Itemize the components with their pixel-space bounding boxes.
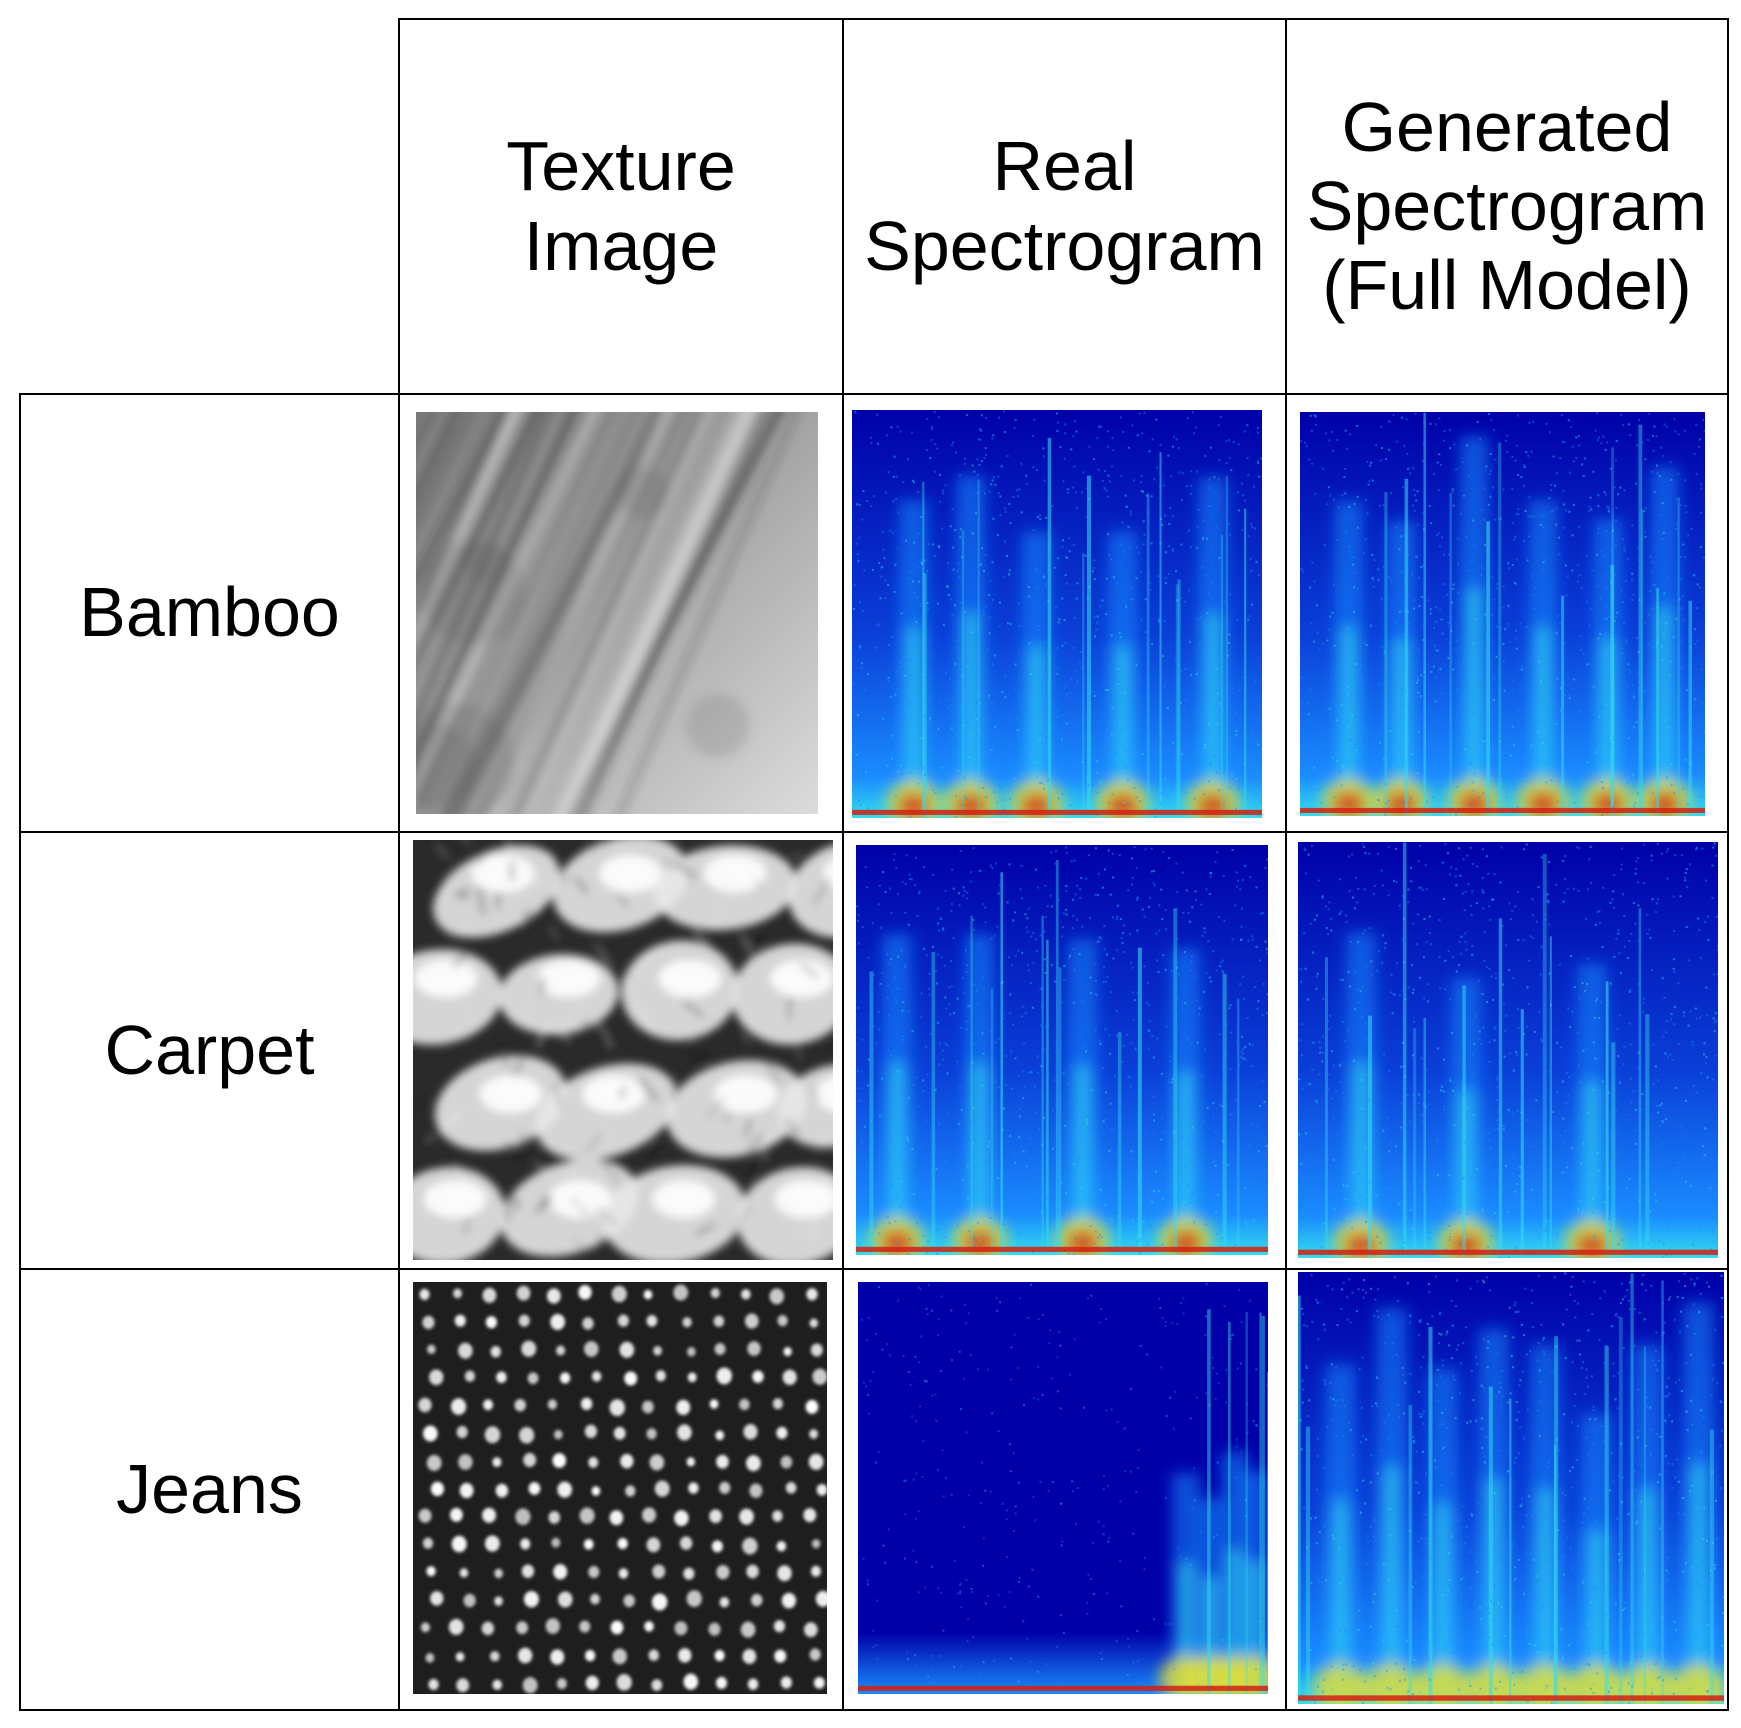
header-line: Generated	[1341, 87, 1673, 166]
grid-line	[19, 393, 1729, 395]
bamboo-real-spectrogram	[852, 410, 1262, 818]
carpet-texture-image	[413, 840, 833, 1260]
header-line: Spectrogram	[1306, 166, 1708, 245]
texture-image-svg	[416, 412, 818, 814]
texture-image-svg	[413, 840, 833, 1260]
header-line: Texture	[506, 127, 736, 206]
column-header-texture-image: Texture Image	[400, 20, 842, 393]
grid-line	[19, 831, 1729, 833]
column-header-real-spectrogram: Real Spectrogram	[844, 20, 1285, 393]
grid-line	[19, 393, 21, 1711]
grid-line	[398, 18, 1729, 20]
column-header-generated-spectrogram: Generated Spectrogram (Full Model)	[1287, 20, 1727, 393]
bamboo-texture-image	[416, 412, 818, 814]
carpet-generated-spectrogram	[1298, 842, 1718, 1258]
jeans-texture-image	[413, 1282, 827, 1694]
spectrogram-svg	[1298, 1272, 1724, 1704]
bamboo-generated-spectrogram	[1300, 412, 1705, 816]
spectrogram-svg	[1298, 842, 1718, 1258]
grid-line	[1727, 18, 1729, 1711]
header-line: (Full Model)	[1322, 246, 1692, 325]
row-label-bamboo: Bamboo	[79, 573, 340, 652]
row-label-jeans: Jeans	[116, 1449, 303, 1528]
grid-line	[1285, 18, 1287, 1711]
jeans-real-spectrogram	[858, 1282, 1268, 1694]
header-line: Spectrogram	[864, 206, 1265, 285]
jeans-generated-spectrogram	[1298, 1272, 1724, 1704]
carpet-real-spectrogram	[856, 845, 1268, 1255]
grid-line	[398, 18, 400, 1711]
spectrogram-svg	[856, 845, 1268, 1255]
row-label-carpet: Carpet	[104, 1010, 315, 1089]
header-line: Image	[523, 206, 719, 285]
texture-image-svg	[413, 1282, 827, 1694]
spectrogram-svg	[858, 1282, 1268, 1694]
grid-line	[19, 1709, 1729, 1711]
spectrogram-svg	[852, 410, 1262, 818]
spectrogram-svg	[1300, 412, 1705, 816]
grid-line	[842, 18, 844, 1711]
header-line: Real	[992, 127, 1137, 206]
grid-line	[19, 1268, 1729, 1270]
